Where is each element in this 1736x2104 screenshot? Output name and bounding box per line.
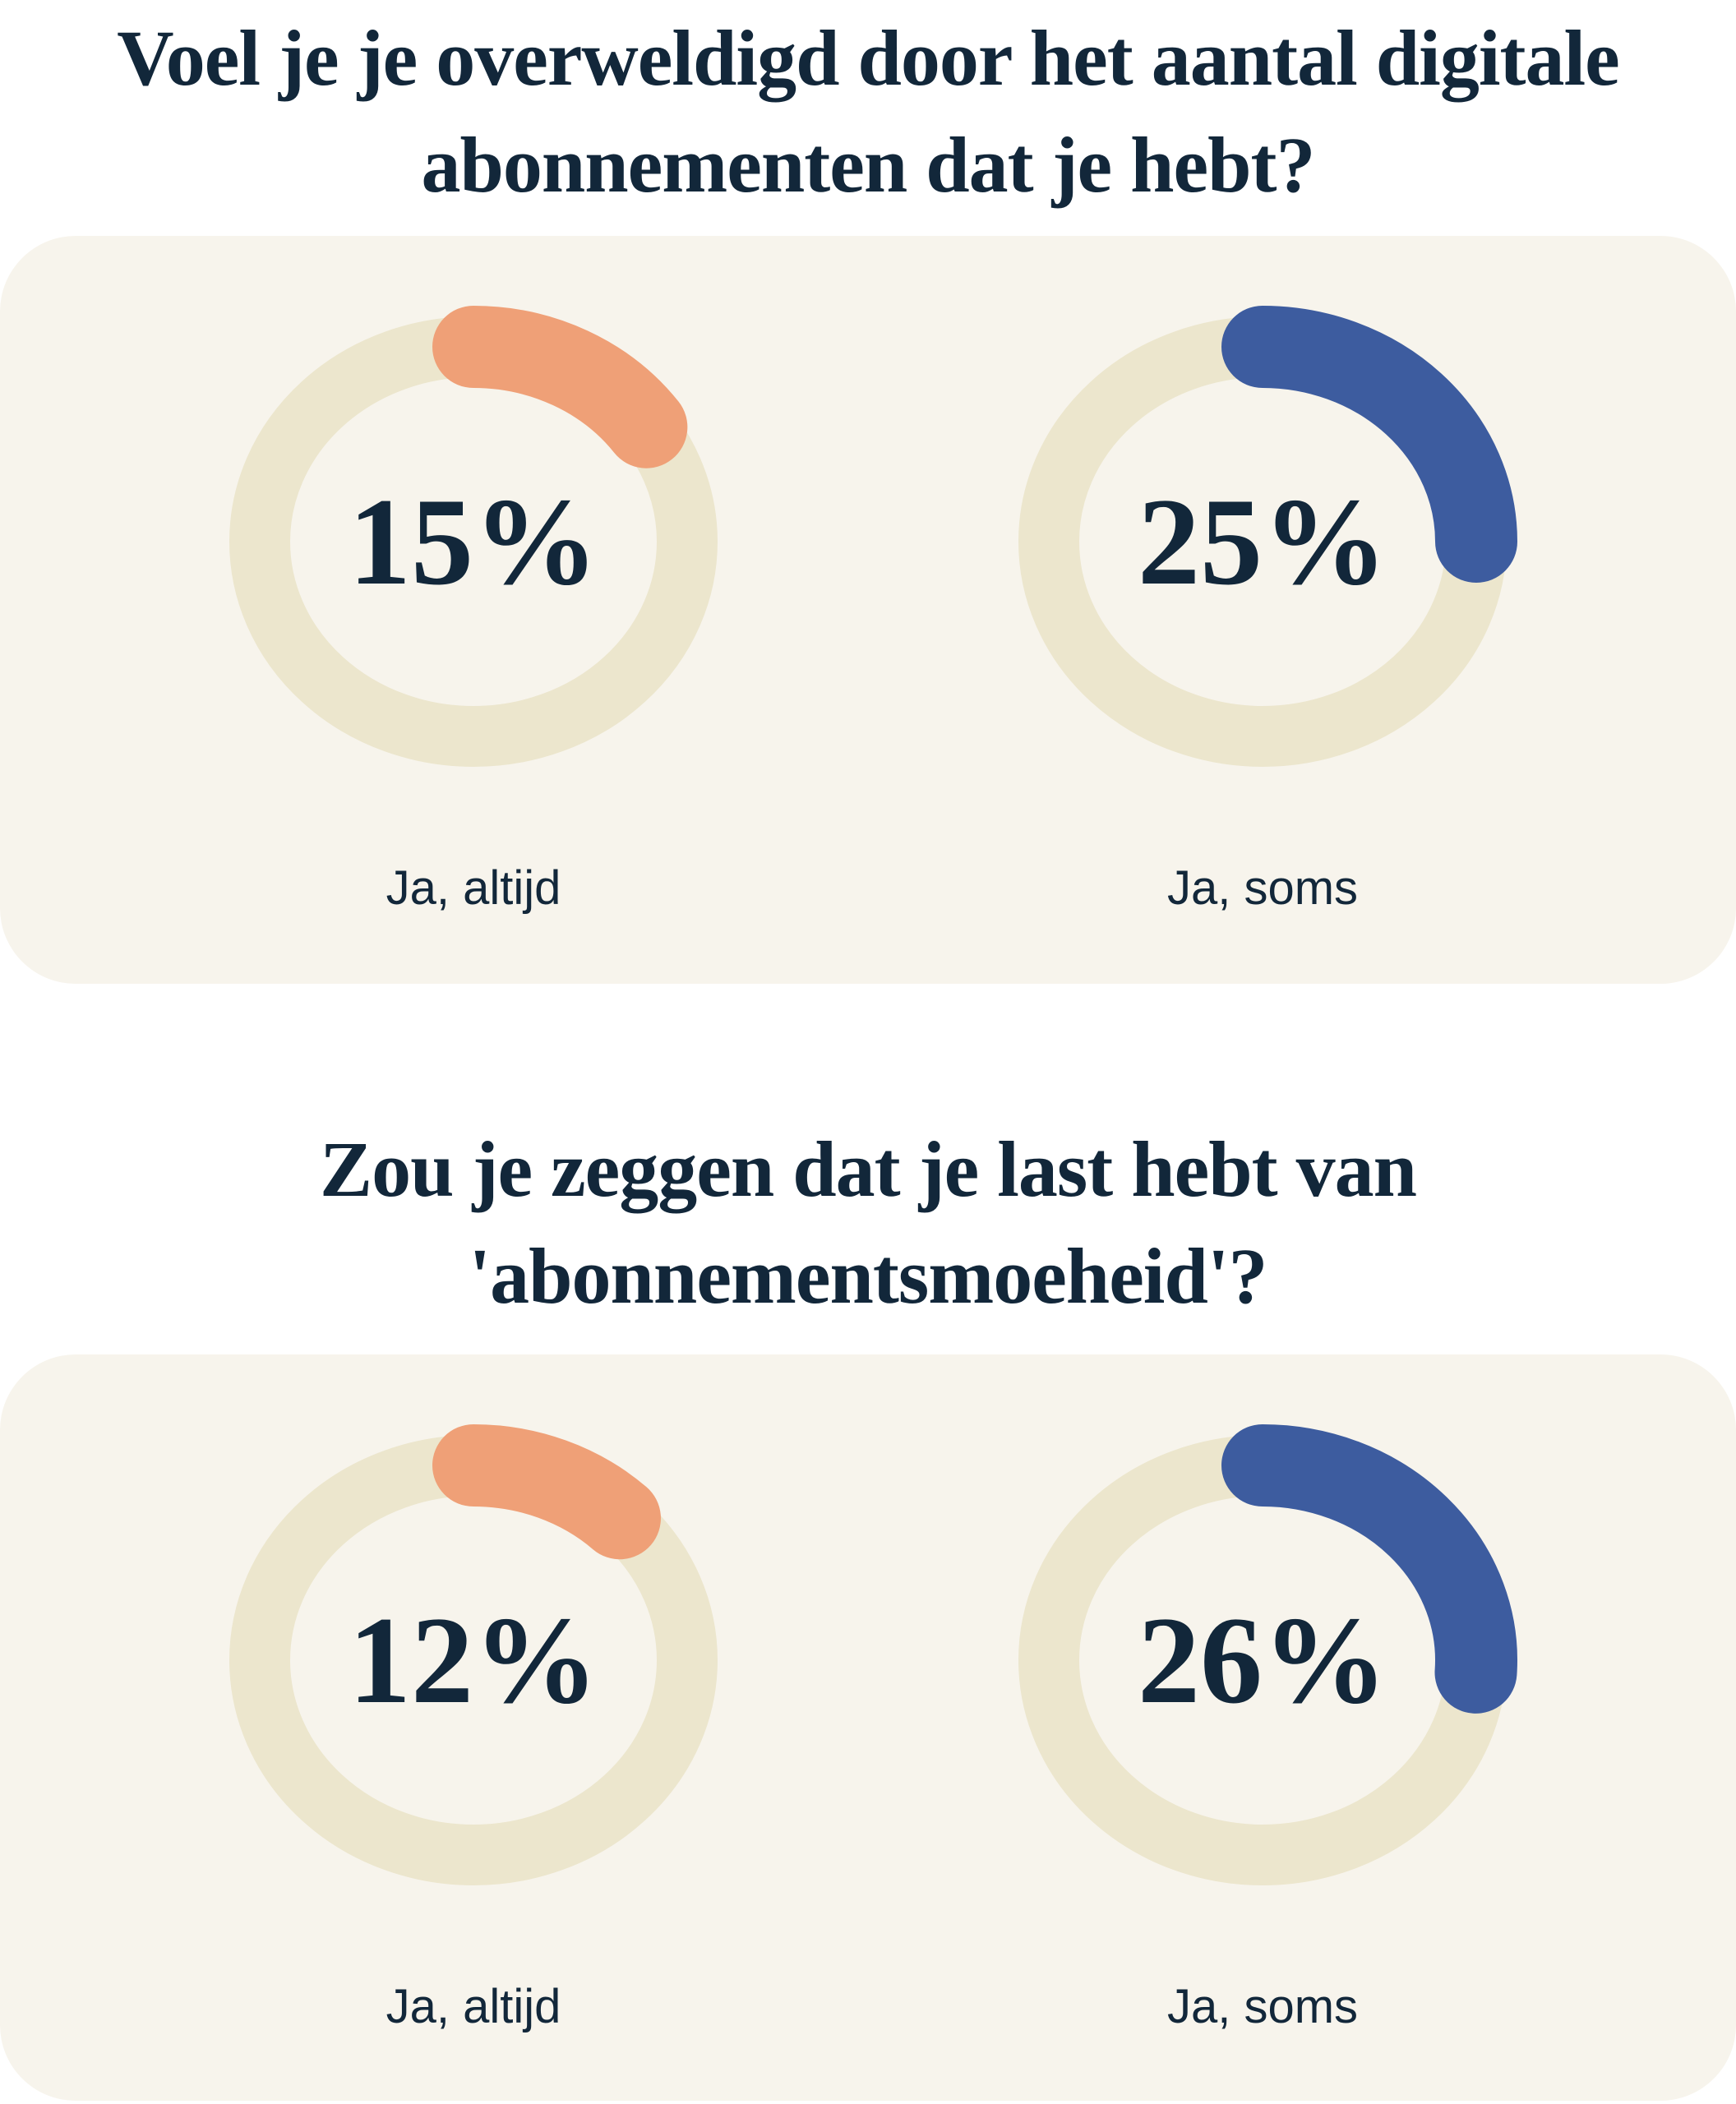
question-title-2: Zou je zeggen dat je last hebt van 'abon… (46, 1116, 1690, 1330)
donut-value: 12% (349, 1591, 598, 1729)
donut-chart: 12% (210, 1397, 736, 1923)
chart-slot: 12% Ja, altijd (210, 1354, 736, 2101)
donut-arc (432, 1424, 661, 1560)
donut-value: 26% (1138, 1591, 1387, 1729)
chart-slot: 26% Ja, soms (1000, 1354, 1526, 2101)
donut-chart: 15% (210, 279, 736, 805)
donut-chart: 26% (1000, 1397, 1526, 1923)
question-title-1-line-2: abonnementen dat je hebt? (421, 121, 1315, 209)
question-title-1: Voel je je overweldigd door het aantal d… (46, 5, 1690, 219)
donut-arc (1221, 1424, 1517, 1714)
question-title-1-line-1: Voel je je overweldigd door het aantal d… (117, 14, 1619, 102)
donut-svg (1018, 1424, 1517, 1885)
donut-label: Ja, soms (1166, 861, 1359, 915)
donut-label: Ja, altijd (386, 1980, 561, 2033)
donut-svg (229, 1424, 718, 1885)
donut-value: 25% (1138, 473, 1387, 611)
donut-label: Ja, soms (1166, 1980, 1359, 2033)
chart-card-1: 15% Ja, altijd 25% Ja, soms (0, 236, 1736, 984)
question-title-2-line-2: 'abonnementsmoeheid'? (469, 1232, 1267, 1320)
donut-value: 15% (349, 473, 598, 611)
question-title-2-line-1: Zou je zeggen dat je last hebt van (320, 1125, 1417, 1213)
donut-chart: 25% (1000, 279, 1526, 805)
chart-card-2: 12% Ja, altijd 26% Ja, soms (0, 1354, 1736, 2101)
chart-slot: 25% Ja, soms (1000, 236, 1526, 984)
donut-arc (432, 306, 688, 468)
donut-svg (1018, 306, 1517, 767)
donut-label: Ja, altijd (386, 861, 561, 915)
donut-arc (1221, 306, 1517, 583)
donut-svg (229, 306, 718, 767)
chart-slot: 15% Ja, altijd (210, 236, 736, 984)
